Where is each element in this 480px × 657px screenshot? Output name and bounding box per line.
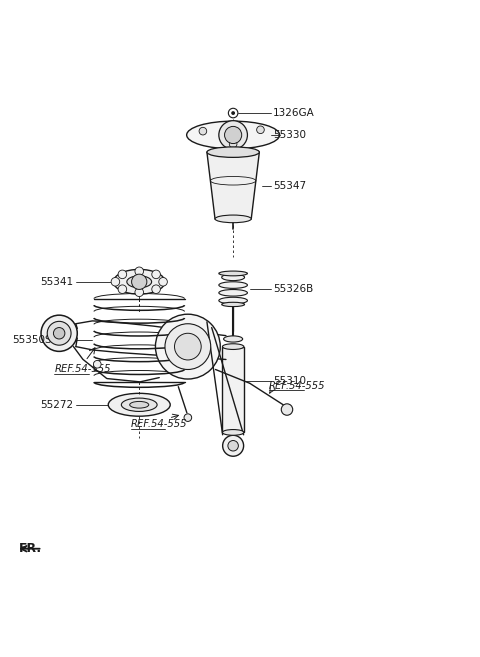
Circle shape — [165, 324, 211, 369]
Text: REF.54-555: REF.54-555 — [54, 364, 111, 374]
Ellipse shape — [187, 121, 280, 148]
Circle shape — [184, 414, 192, 421]
Ellipse shape — [207, 147, 259, 158]
Circle shape — [228, 440, 239, 451]
Circle shape — [229, 140, 237, 148]
Text: 1326GA: 1326GA — [273, 108, 314, 118]
Ellipse shape — [219, 290, 247, 296]
Ellipse shape — [219, 271, 247, 276]
Text: REF.54-555: REF.54-555 — [131, 419, 187, 429]
Circle shape — [132, 274, 147, 290]
Text: 55350S: 55350S — [12, 336, 52, 346]
Ellipse shape — [121, 398, 157, 411]
Circle shape — [156, 314, 220, 379]
Circle shape — [199, 127, 207, 135]
Text: 55347: 55347 — [273, 181, 306, 191]
Ellipse shape — [222, 344, 244, 350]
Ellipse shape — [113, 269, 165, 294]
Circle shape — [135, 288, 144, 296]
Circle shape — [135, 267, 144, 275]
Text: 55272: 55272 — [40, 399, 73, 410]
Ellipse shape — [215, 215, 251, 223]
Text: 55341: 55341 — [40, 277, 73, 287]
Circle shape — [152, 285, 160, 294]
Ellipse shape — [108, 394, 170, 416]
Circle shape — [175, 333, 201, 360]
Circle shape — [41, 315, 77, 351]
Text: FR.: FR. — [19, 542, 42, 555]
Circle shape — [223, 436, 244, 456]
Circle shape — [47, 321, 71, 345]
Circle shape — [111, 277, 120, 286]
Circle shape — [118, 270, 127, 279]
Text: 55326B: 55326B — [273, 284, 313, 294]
Polygon shape — [207, 152, 259, 219]
Circle shape — [159, 277, 168, 286]
Circle shape — [281, 404, 293, 415]
Text: REF.54-555: REF.54-555 — [269, 380, 325, 391]
Circle shape — [225, 126, 242, 144]
Circle shape — [219, 121, 247, 149]
Ellipse shape — [222, 430, 244, 436]
Ellipse shape — [222, 302, 245, 307]
Ellipse shape — [222, 274, 245, 281]
Circle shape — [231, 111, 235, 115]
Text: 55330: 55330 — [273, 130, 306, 140]
Circle shape — [152, 270, 160, 279]
Circle shape — [94, 361, 101, 368]
Text: 55310: 55310 — [273, 376, 306, 386]
Ellipse shape — [219, 297, 247, 304]
Circle shape — [53, 328, 65, 339]
Circle shape — [118, 285, 127, 294]
Ellipse shape — [127, 276, 152, 288]
Ellipse shape — [219, 282, 247, 288]
Ellipse shape — [130, 401, 149, 408]
Ellipse shape — [224, 336, 243, 342]
Circle shape — [257, 126, 264, 133]
Polygon shape — [222, 347, 244, 432]
